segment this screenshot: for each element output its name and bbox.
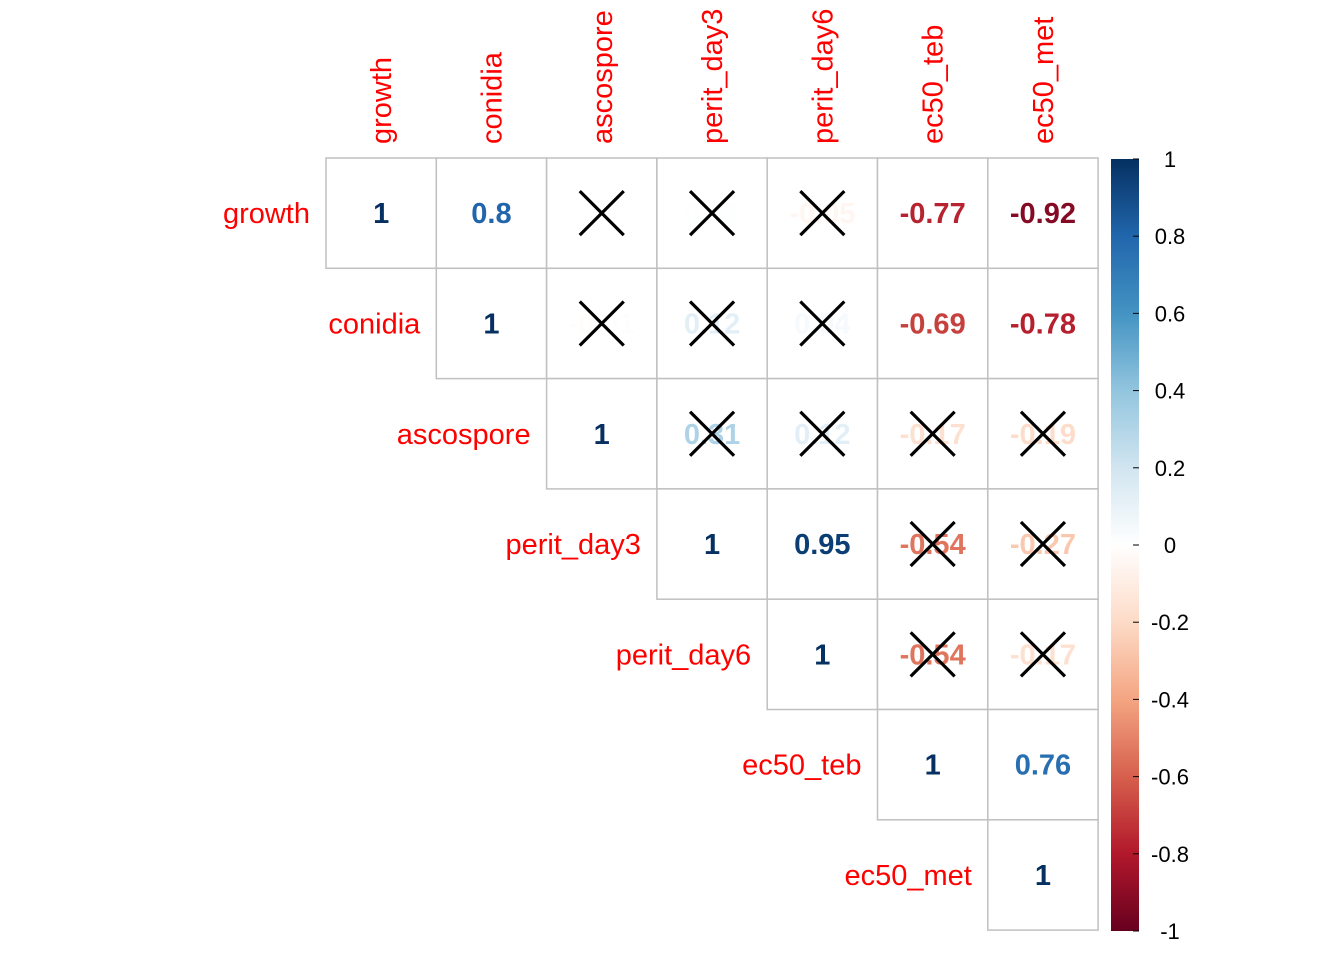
corr-cell: -0.17 — [876, 377, 989, 490]
cross-icon — [578, 190, 625, 237]
corr-cell: -0.19 — [987, 377, 1099, 490]
corr-cell: 0.31 — [656, 377, 768, 490]
row-label: ascospore — [397, 419, 531, 451]
cross-icon — [688, 300, 736, 347]
corr-cell: 1 — [876, 708, 989, 821]
colorbar: 1 0.8 0.6 0.4 0.2 0 -0.2 -0.4 -0.6 -0.8 -1 — [1111, 147, 1189, 944]
corr-cell: 0.01 — [656, 157, 768, 270]
cell-border — [325, 157, 438, 270]
variable-labels: growth growth conidia conidia ascospore ascos… — [223, 9, 1060, 892]
corr-cell: -0.54 — [876, 598, 989, 711]
row-label: conidia — [328, 308, 421, 340]
cell-border — [876, 267, 989, 380]
column-label: perit_day3 — [697, 9, 729, 144]
cell-border — [876, 377, 989, 490]
cell-border — [987, 819, 1099, 931]
cell-border — [987, 157, 1099, 270]
corr-cell: -0.78 — [987, 267, 1099, 380]
row-label: perit_day6 — [616, 639, 751, 671]
cell-value-label: 0.95 — [794, 529, 850, 561]
corr-cell: -0.05 — [766, 157, 879, 270]
colorbar-tick-label: -0.8 — [1151, 842, 1189, 867]
cross-icon — [909, 410, 956, 457]
corr-cell: 0.04 — [766, 267, 879, 380]
column-label: conidia — [476, 51, 508, 144]
cross-icon — [799, 190, 846, 237]
colorbar-tick-label: -1 — [1160, 919, 1180, 944]
corr-cell: 1 — [435, 267, 548, 380]
cell-border — [987, 708, 1099, 821]
colorbar-tick-label: 0.2 — [1155, 456, 1186, 481]
cell-border — [656, 488, 768, 600]
row-label: growth — [223, 198, 310, 230]
colorbar-tick-label: 0 — [1164, 533, 1176, 558]
corr-cell: -0.69 — [876, 267, 989, 380]
colorbar-tick-label: -0.2 — [1151, 610, 1189, 635]
row-label: ec50_met — [844, 860, 971, 892]
cell-value-label: 1 — [704, 529, 720, 561]
cell-value-label: 1 — [925, 750, 941, 782]
cell-value-label: -0.78 — [1010, 308, 1076, 340]
cell-value-label: 1 — [1035, 860, 1051, 892]
cross-icon — [799, 300, 846, 347]
cell-value-label: 1 — [373, 198, 389, 230]
corr-cell: -0.77 — [876, 157, 989, 270]
colorbar-tick-label: -0.6 — [1151, 765, 1189, 790]
colorbar-tick-label: 0.6 — [1155, 301, 1186, 326]
corr-cell: -0.54 — [876, 488, 989, 600]
cell-value-label: 1 — [814, 639, 830, 671]
cross-icon — [799, 410, 846, 457]
corr-cell: 1 — [545, 377, 658, 490]
corr-cell: 1 — [656, 488, 768, 600]
corr-cell: 0.76 — [987, 708, 1099, 821]
corr-cell: 1 — [987, 819, 1099, 931]
column-label: ec50_teb — [918, 25, 950, 144]
cell-value-label: -0.92 — [1010, 198, 1076, 230]
corr-cell: -0.27 — [987, 488, 1099, 600]
cross-icon — [909, 631, 956, 678]
cell-border — [766, 598, 879, 711]
cell-border — [876, 708, 989, 821]
corr-cell: -0.17 — [987, 598, 1099, 711]
cross-icon — [909, 520, 956, 568]
corr-cell — [545, 157, 658, 270]
cell-value-label: 1 — [483, 308, 499, 340]
column-label: perit_day6 — [807, 9, 839, 144]
cell-border — [987, 267, 1099, 380]
cell-border — [545, 377, 658, 490]
corr-cell: 0.12 — [656, 267, 768, 380]
cell-border — [435, 157, 548, 270]
cell-value-label: 0.8 — [471, 198, 511, 230]
cross-icon — [1019, 631, 1067, 678]
corr-cell: 1 — [766, 598, 879, 711]
cell-value-label: -0.69 — [900, 308, 966, 340]
corr-cell: 0.8 — [435, 157, 548, 270]
corr-cell: 0.95 — [766, 488, 879, 600]
colorbar-tick-label: -0.4 — [1151, 687, 1189, 712]
cell-border — [766, 488, 879, 600]
column-label: ec50_met — [1028, 17, 1060, 144]
colorbar-tick-label: 0.4 — [1155, 379, 1186, 404]
cross-icon — [1019, 520, 1067, 568]
corr-cell: 0.12 — [766, 377, 879, 490]
colorbar-tick-label: 1 — [1164, 147, 1176, 172]
cell-value-label: 1 — [594, 419, 610, 451]
corr-cell: 1 — [325, 157, 438, 270]
corr-cell: -0.92 — [987, 157, 1099, 270]
column-label: ascospore — [587, 10, 619, 144]
cross-icon — [688, 190, 736, 237]
cells-layer: 10.80.01-0.05-0.77-0.921-0.010.120.04-0.… — [325, 157, 1099, 931]
row-label: ec50_teb — [742, 750, 861, 782]
cross-icon — [578, 300, 625, 347]
column-label: growth — [366, 57, 398, 144]
cell-value-label: -0.77 — [900, 198, 966, 230]
cross-icon — [688, 410, 736, 457]
cell-value-label: 0.76 — [1015, 750, 1071, 782]
corr-cell: -0.01 — [545, 267, 658, 380]
row-label: perit_day3 — [505, 529, 640, 561]
colorbar-tick-label: 0.8 — [1155, 224, 1186, 249]
cross-icon — [1019, 410, 1067, 457]
